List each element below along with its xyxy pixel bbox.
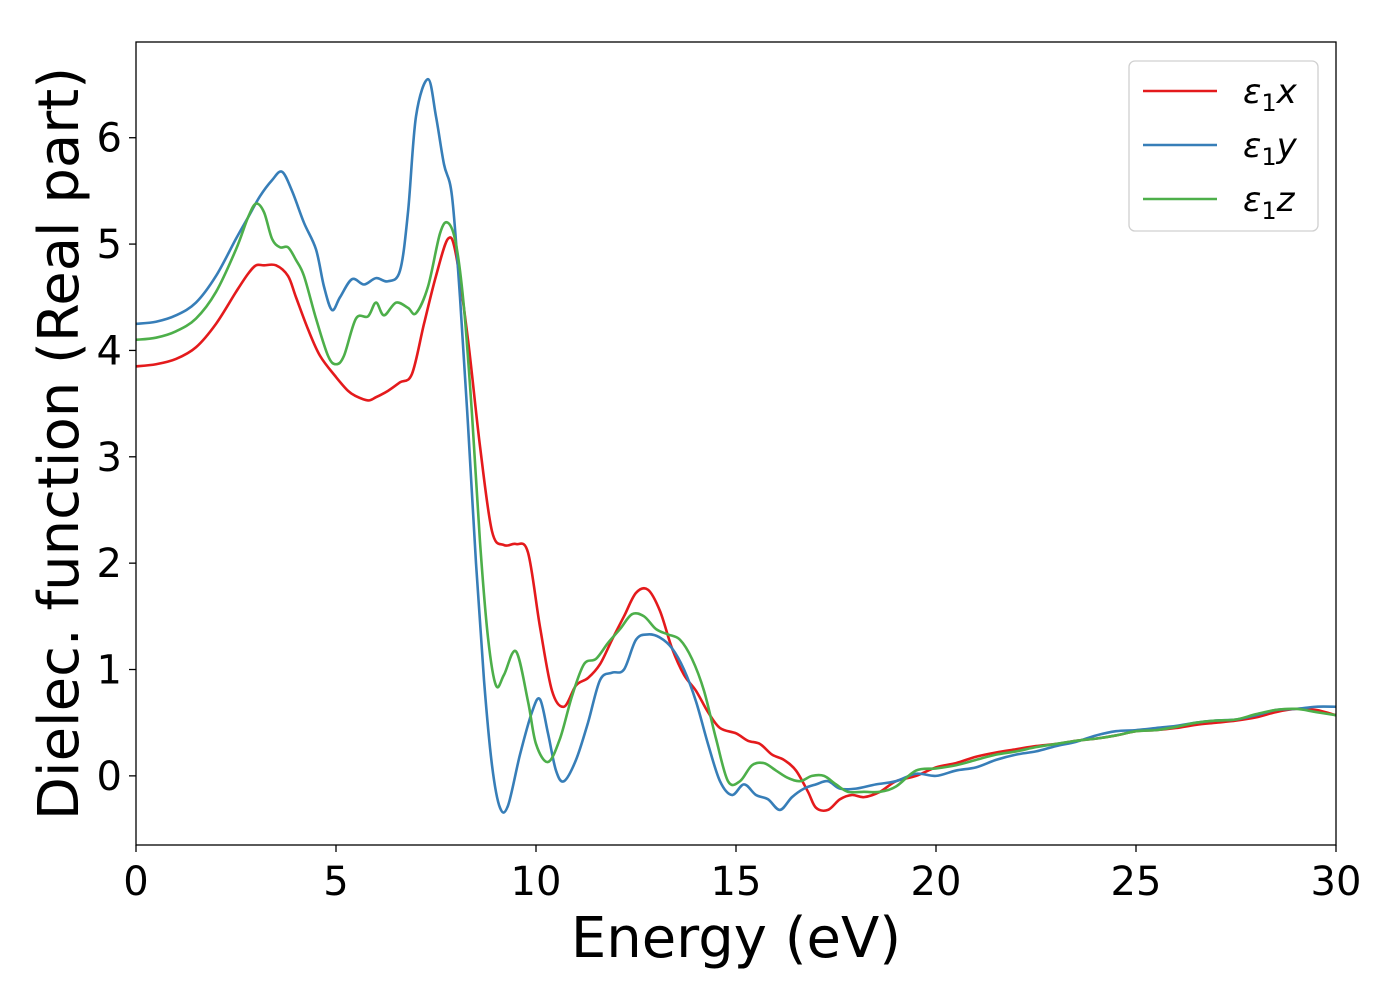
x-axis-title: Energy (eV) xyxy=(571,906,901,971)
x-tick-label: 5 xyxy=(323,859,348,905)
legend: ε1x ε1y ε1z xyxy=(1128,60,1319,232)
x-tick-label: 25 xyxy=(1111,859,1162,905)
y-tick-label: 5 xyxy=(97,222,122,268)
y-tick-label: 4 xyxy=(97,328,122,374)
y-tick-label: 3 xyxy=(97,435,122,481)
legend-label-y: ε1y xyxy=(1243,126,1298,171)
series-layer xyxy=(136,77,1336,814)
y-tick-label: 1 xyxy=(97,648,122,694)
y-tick-label: 2 xyxy=(97,541,122,587)
legend-box xyxy=(1128,60,1319,232)
y-axis-title: Dielec. function (Real part) xyxy=(27,67,92,820)
y-tick-label: 0 xyxy=(97,754,122,800)
x-tick-label: 20 xyxy=(911,859,962,905)
x-axis: 0 5 10 15 20 25 30 xyxy=(123,845,1361,905)
x-tick-label: 15 xyxy=(711,859,762,905)
series-line-x xyxy=(136,236,1336,812)
x-tick-label: 30 xyxy=(1311,859,1362,905)
x-tick-label: 10 xyxy=(511,859,562,905)
legend-label-z: ε1z xyxy=(1243,180,1296,225)
series-line-y xyxy=(136,77,1336,814)
series-line-z xyxy=(136,202,1336,794)
legend-label-x: ε1x xyxy=(1243,72,1298,117)
x-tick-label: 0 xyxy=(123,859,148,905)
y-tick-label: 6 xyxy=(97,116,122,162)
y-axis: 0 1 2 3 4 5 6 xyxy=(97,116,136,800)
